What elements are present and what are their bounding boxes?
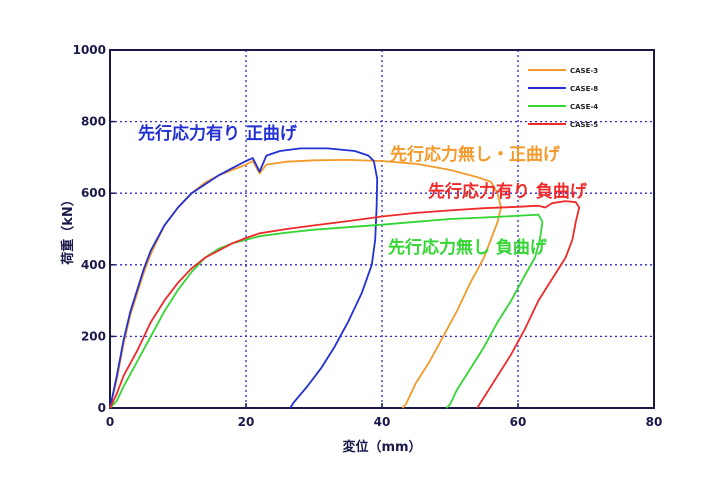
series-line-case-8 — [109, 147, 379, 409]
y-tick-label: 0 — [98, 401, 106, 415]
legend: CASE-3 CASE-8 CASE-4 CASE-5 — [528, 67, 598, 129]
y-tick-label: 1000 — [73, 43, 106, 57]
series-line-case-5 — [109, 200, 581, 409]
legend-label: CASE-3 — [570, 67, 598, 75]
y-axis-title: 荷重（kN） — [60, 193, 76, 266]
legend-label: CASE-4 — [570, 103, 598, 111]
y-tick-label: 400 — [81, 258, 106, 272]
legend-label: CASE-8 — [570, 85, 598, 93]
annotation-nopreload-positive: 先行応力無し・正曲げ — [390, 144, 561, 165]
annotation-nopreload-negative: 先行応力無し 負曲げ — [388, 237, 548, 258]
legend-label: CASE-5 — [570, 121, 598, 129]
x-tick-label: 20 — [238, 415, 255, 429]
y-tick-label: 800 — [81, 115, 106, 129]
grid-lines — [110, 50, 654, 408]
y-tick-label: 600 — [81, 186, 106, 200]
y-tick-label: 200 — [81, 329, 106, 343]
series-line-case-3 — [109, 159, 502, 409]
x-axis-title: 変位（mm） — [342, 439, 421, 455]
x-tick-label: 0 — [106, 415, 114, 429]
series-lines — [109, 147, 581, 409]
annotation-preload-positive: 先行応力有り 正曲げ — [138, 123, 298, 144]
annotation-preload-negative: 先行応力有り 負曲げ — [428, 181, 588, 202]
x-tick-label: 80 — [646, 415, 663, 429]
x-tick-label: 40 — [374, 415, 391, 429]
x-tick-label: 60 — [510, 415, 527, 429]
series-line-case-4 — [109, 213, 544, 409]
